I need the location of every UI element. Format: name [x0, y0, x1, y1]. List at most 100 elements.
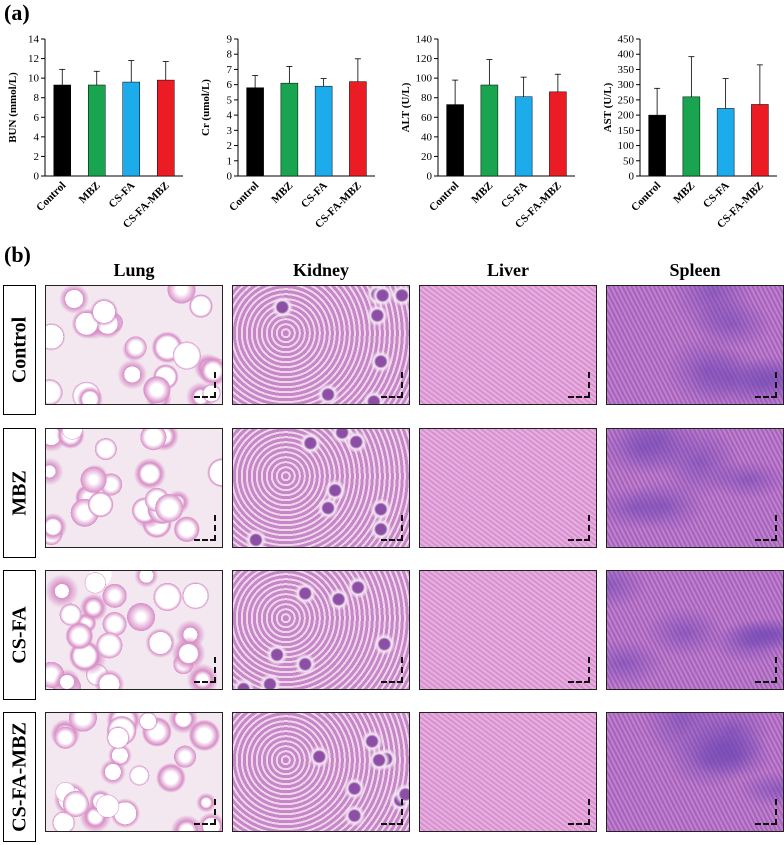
- bar: [280, 82, 299, 177]
- scale-bar: [194, 515, 216, 541]
- scale-bar: [755, 657, 777, 683]
- scale-bar: [755, 515, 777, 541]
- x-tick-label: CS-FA: [499, 180, 530, 211]
- y-tick-label: 8: [34, 92, 40, 104]
- bar: [157, 79, 175, 177]
- y-tick-label: 80: [421, 92, 433, 104]
- y-tick-label: 120: [416, 53, 433, 65]
- y-tick-label: 0: [427, 171, 433, 183]
- y-tick-label: 0: [227, 171, 233, 183]
- y-tick-label: 4: [227, 110, 233, 122]
- bar: [549, 91, 567, 177]
- x-tick-label: CS-FA: [701, 180, 732, 211]
- column-header-liver: Liver: [487, 260, 529, 280]
- y-tick-label: 2: [227, 140, 233, 152]
- y-tick-label: 50: [623, 155, 635, 167]
- histology-image-kidney-mbz: [232, 428, 410, 548]
- histology-image-spleen-mbz: [606, 428, 784, 548]
- x-tick-label: Control: [34, 180, 68, 214]
- histology-image-lung-cs-fa: [45, 570, 223, 690]
- scale-bar: [568, 799, 590, 825]
- y-tick-label: 150: [618, 125, 635, 137]
- histology-image-kidney-cs-fa-mbz: [232, 712, 410, 832]
- y-tick-label: 140: [416, 34, 433, 46]
- scale-bar: [755, 372, 777, 398]
- y-tick-label: 3: [227, 125, 233, 137]
- scale-bar: [755, 799, 777, 825]
- y-tick-label: 40: [421, 131, 433, 143]
- bar: [446, 104, 464, 177]
- x-tick-label: CS-FA: [107, 180, 138, 211]
- histology-image-liver-cs-fa: [419, 570, 597, 690]
- bar: [480, 84, 499, 177]
- y-tick-label: 10: [28, 73, 40, 85]
- histology-image-spleen-cs-fa: [606, 570, 784, 690]
- bar: [88, 84, 106, 177]
- y-axis-label: Cr (umol/L): [200, 79, 212, 136]
- bar: [682, 96, 701, 177]
- column-header-spleen: Spleen: [669, 260, 721, 280]
- histology-image-liver-mbz: [419, 428, 597, 548]
- scale-bar: [568, 515, 590, 541]
- y-tick-label: 4: [34, 131, 40, 143]
- y-axis-label: ALT (U/L): [400, 82, 412, 132]
- x-tick-label: Control: [427, 180, 461, 214]
- panel-a-label: (a): [4, 0, 30, 25]
- histology-image-lung-mbz: [45, 428, 223, 548]
- scale-bar: [381, 799, 403, 825]
- histology-image-spleen-control: [606, 285, 784, 405]
- x-tick-label: CS-FA: [299, 180, 330, 211]
- row-header-label: MBZ: [8, 470, 30, 516]
- scale-bar: [381, 657, 403, 683]
- y-tick-label: 6: [227, 79, 233, 91]
- bar: [716, 108, 735, 177]
- scale-bar: [568, 657, 590, 683]
- bar: [314, 85, 333, 177]
- panel-b-label: (b): [4, 242, 31, 267]
- histology-image-kidney-control: [232, 285, 410, 405]
- row-header-mbz: MBZ: [3, 428, 36, 558]
- x-tick-label: MBZ: [77, 180, 103, 206]
- y-tick-label: 60: [421, 112, 433, 124]
- y-tick-label: 2: [34, 151, 40, 163]
- x-tick-label: MBZ: [469, 180, 495, 206]
- scale-bar: [568, 372, 590, 398]
- x-tick-label: Control: [227, 180, 261, 214]
- y-tick-label: 450: [618, 34, 635, 46]
- y-tick-label: 9: [227, 34, 233, 46]
- histology-image-spleen-cs-fa-mbz: [606, 712, 784, 832]
- y-tick-label: 0: [34, 171, 40, 183]
- column-header-kidney: Kidney: [292, 260, 349, 280]
- y-tick-label: 14: [28, 34, 40, 46]
- y-tick-label: 350: [618, 64, 635, 76]
- y-tick-label: 1: [227, 155, 233, 167]
- histology-image-lung-control: [45, 285, 223, 405]
- x-tick-label: MBZ: [671, 180, 697, 206]
- bar: [246, 87, 264, 177]
- row-header-label: Control: [8, 316, 30, 384]
- y-tick-label: 250: [618, 94, 635, 106]
- y-tick-label: 6: [34, 112, 40, 124]
- histology-image-lung-cs-fa-mbz: [45, 712, 223, 832]
- histology-image-kidney-cs-fa: [232, 570, 410, 690]
- column-header-lung: Lung: [113, 260, 155, 280]
- scale-bar: [381, 372, 403, 398]
- bar: [53, 84, 71, 177]
- histology-image-liver-cs-fa-mbz: [419, 712, 597, 832]
- scale-bar: [194, 657, 216, 683]
- y-tick-label: 300: [618, 79, 635, 91]
- y-tick-label: 400: [618, 49, 635, 61]
- bar: [349, 81, 367, 177]
- row-header-label: CS-FA: [8, 606, 30, 664]
- bar: [648, 114, 666, 177]
- x-tick-label: Control: [629, 180, 663, 214]
- row-header-cs-fa-mbz: CS-FA-MBZ: [3, 712, 36, 842]
- y-tick-label: 20: [421, 151, 433, 163]
- row-header-label: CS-FA-MBZ: [8, 722, 30, 832]
- scale-bar: [194, 372, 216, 398]
- y-tick-label: 8: [227, 49, 233, 61]
- row-header-cs-fa: CS-FA: [3, 570, 36, 700]
- y-tick-label: 100: [618, 140, 635, 152]
- x-tick-label: MBZ: [269, 180, 295, 206]
